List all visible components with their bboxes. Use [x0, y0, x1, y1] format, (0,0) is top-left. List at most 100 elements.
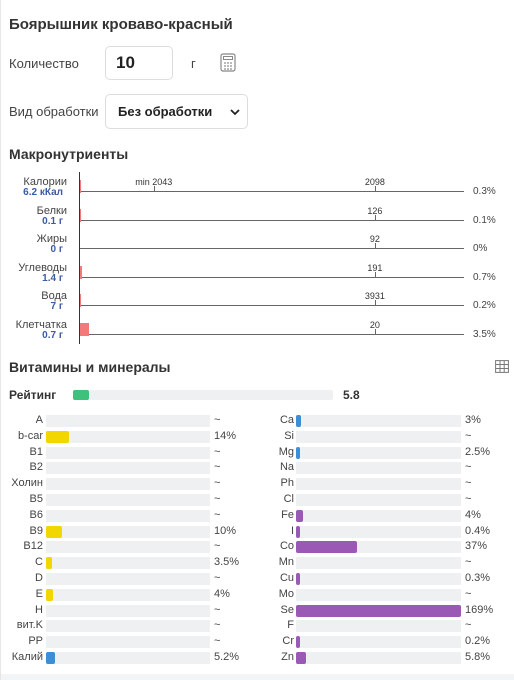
macro-tick-label: 92	[369, 234, 380, 244]
nutrient-name: E	[35, 587, 43, 600]
nutrient-name: Cl	[283, 493, 294, 505]
nutrient-bar	[46, 509, 210, 522]
macro-tick	[374, 300, 376, 306]
nutrient-percent: ~	[214, 619, 221, 632]
nutrient-bar	[296, 652, 461, 664]
nutrient-bar	[46, 652, 210, 664]
nutrient-bar	[296, 446, 461, 459]
rating-label: Рейтинг	[9, 388, 57, 402]
nutrient-percent: ~	[214, 461, 221, 474]
macro-tick-label: min 2043	[135, 177, 173, 187]
nutrient-bar	[296, 604, 461, 617]
nutrient-bar	[46, 620, 210, 633]
nutrient-name: B2	[29, 461, 43, 474]
nutrient-name: Cr	[282, 635, 294, 648]
rating-bar	[73, 390, 333, 400]
macro-tick-label: 126	[367, 205, 383, 216]
nutrient-name: C	[35, 556, 43, 569]
nutrient-percent: 4%	[465, 508, 481, 521]
nutrient-name: Ca	[279, 414, 294, 426]
macro-percent: 0.3%	[473, 186, 496, 197]
nutrient-bar-fill	[296, 636, 300, 649]
nutrient-percent: 10%	[214, 524, 237, 537]
macros-axis	[79, 172, 80, 344]
nutrient-bar	[46, 462, 210, 475]
macro-value: 1.4 г	[42, 272, 63, 284]
nutrient-bar	[296, 541, 461, 554]
nutrient-bar	[296, 620, 461, 633]
calculator-icon[interactable]	[220, 53, 236, 72]
nutrient-name: Fe	[281, 508, 294, 521]
processing-select[interactable]: Без обработки	[105, 94, 248, 129]
nutrient-bar	[46, 478, 210, 491]
nutrient-name: Mo	[278, 587, 294, 600]
rating-bar-fill	[73, 390, 89, 400]
nutrient-name: Mg	[278, 445, 294, 458]
nutrient-name: вит.K	[16, 619, 43, 632]
macro-percent: 3.5%	[473, 328, 496, 340]
nutrient-percent: ~	[214, 414, 221, 426]
nutrient-percent: ~	[465, 461, 472, 474]
nutrient-name: B5	[29, 493, 43, 505]
macro-line	[80, 276, 464, 278]
processing-label: Вид обработки	[9, 104, 99, 119]
nutrient-bar	[296, 636, 461, 649]
macro-bar	[80, 265, 82, 279]
macro-bar	[80, 322, 89, 336]
macro-line	[80, 248, 464, 249]
nutrient-name: B1	[29, 445, 43, 458]
nutrient-percent: ~	[465, 477, 472, 490]
nutrient-name: F	[287, 619, 294, 632]
macro-bar	[80, 180, 81, 193]
nutrient-name: B6	[29, 508, 43, 521]
macro-name: Жиры	[36, 233, 67, 245]
macro-tick	[374, 271, 376, 278]
quantity-input[interactable]: 10	[105, 46, 173, 80]
nutrient-percent: ~	[214, 635, 221, 648]
nutrient-bar-fill	[296, 415, 301, 427]
table-icon[interactable]	[495, 360, 509, 373]
nutrient-bar	[296, 509, 461, 522]
nutrient-name: PP	[28, 635, 43, 648]
nutrient-name: Калий	[11, 651, 43, 663]
macro-value: 0 г	[50, 244, 63, 255]
macro-bar	[80, 294, 81, 307]
nutrient-bar	[296, 462, 461, 475]
nutrient-name: Mn	[278, 556, 294, 569]
vitamins-heading: Витамины и минералы	[9, 359, 171, 375]
nutrient-name: B12	[23, 540, 43, 553]
nutrient-bar	[296, 430, 461, 443]
nutrient-bar	[296, 415, 461, 427]
nutrient-bar-fill	[46, 430, 69, 443]
nutrient-bar	[46, 446, 210, 459]
nutrient-bar	[296, 478, 461, 491]
nutrient-name: D	[35, 572, 43, 584]
nutrient-bar	[46, 588, 210, 601]
product-title: Боярышник кроваво-красный	[9, 16, 233, 33]
nutrient-name: Cu	[279, 572, 294, 584]
nutrient-bar	[46, 573, 210, 585]
nutrient-bar	[46, 525, 210, 538]
macro-percent: 0.7%	[473, 271, 496, 283]
quantity-label: Количество	[9, 56, 79, 71]
nutrient-percent: 5.2%	[214, 651, 240, 663]
nutrient-percent: ~	[214, 603, 221, 616]
macro-name: Вода	[41, 290, 67, 302]
nutrient-percent: 14%	[214, 429, 237, 442]
nutrient-bar	[46, 415, 210, 427]
macro-value: 0.7 г	[42, 329, 63, 341]
macro-name: Белки	[36, 204, 67, 217]
macro-tick-label: 3931	[364, 291, 385, 301]
chevron-down-icon	[230, 109, 240, 116]
macro-line	[80, 219, 464, 221]
nutrient-name: I	[290, 524, 294, 537]
processing-selected-value: Без обработки	[118, 104, 213, 119]
nutrient-bar	[46, 604, 210, 617]
nutrient-percent: ~	[465, 429, 472, 442]
nutrient-name: A	[35, 414, 43, 426]
nutrient-name: Se	[280, 603, 294, 616]
nutrient-percent: 0.2%	[465, 635, 491, 648]
nutrient-percent: ~	[214, 445, 221, 458]
nutrient-percent: ~	[465, 493, 472, 505]
nutrient-name: Co	[279, 540, 294, 553]
